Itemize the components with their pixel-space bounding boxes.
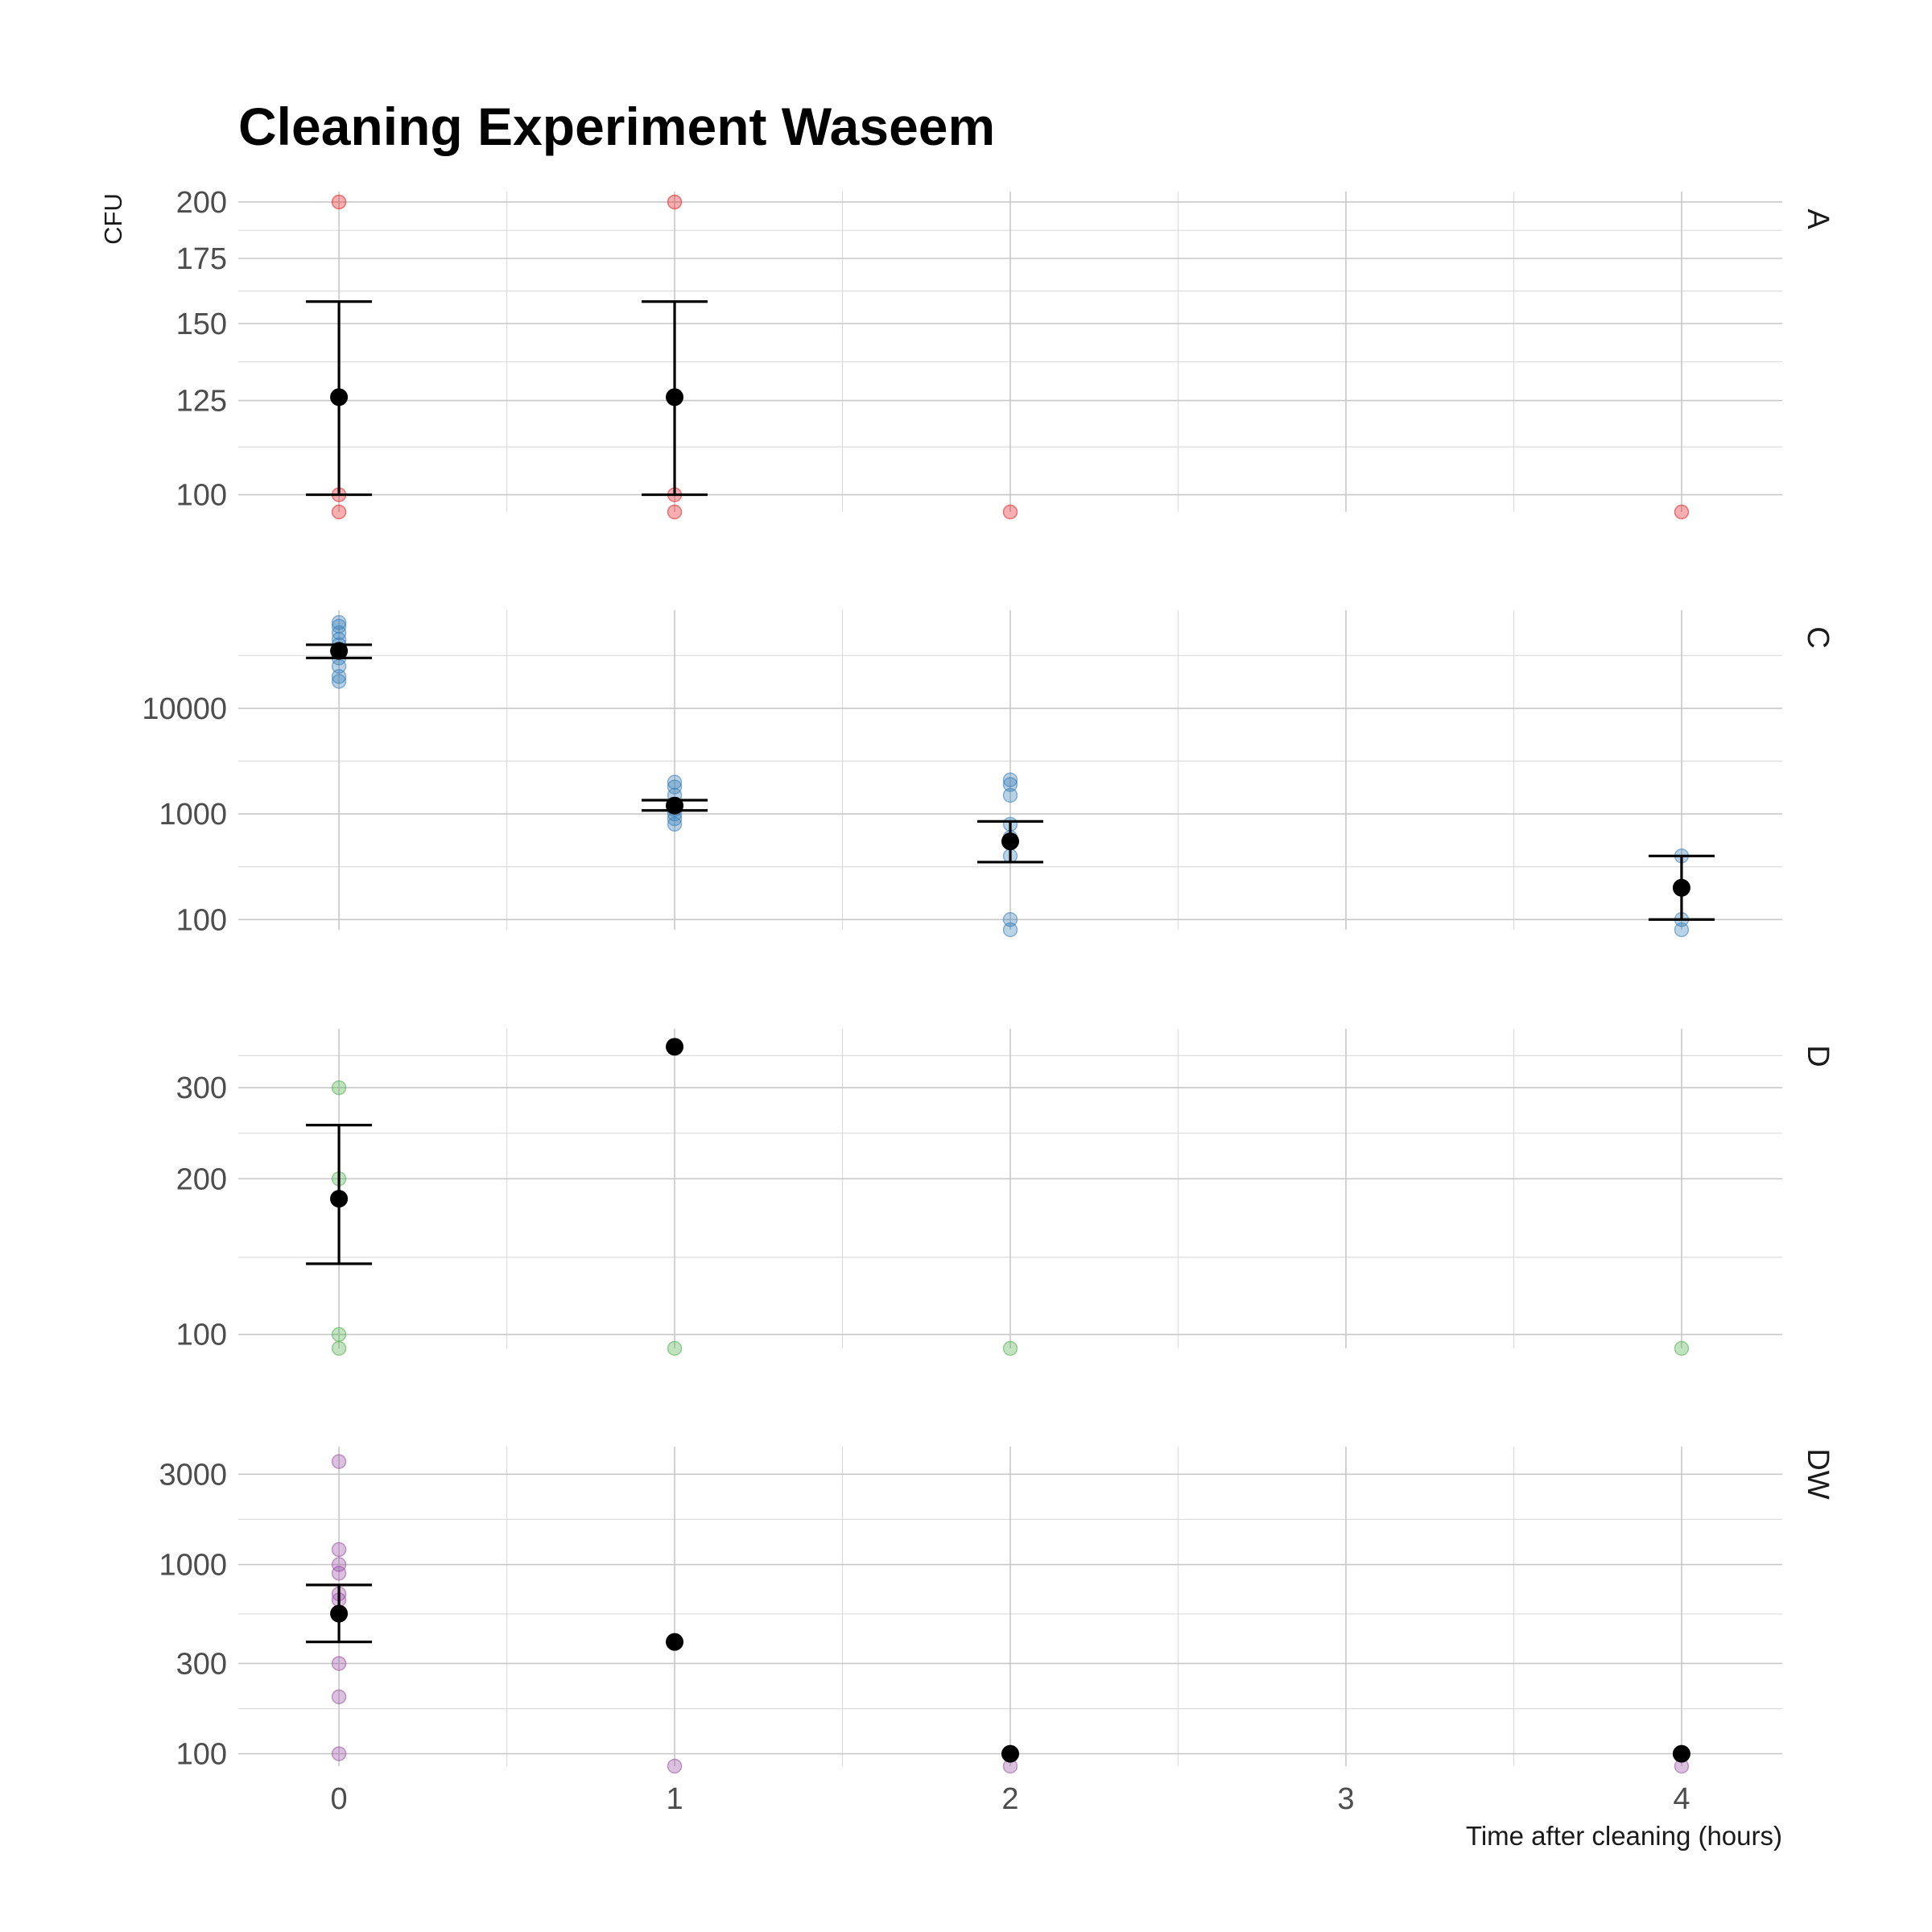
mean-point [1001,832,1019,851]
facet-label-dw: DW [1801,1448,1835,1499]
mean-point [666,388,684,407]
panel-c: 100 1000 10000 C [142,610,1835,937]
y-tick-label: 1000 [159,1549,227,1583]
data-point [667,194,683,210]
panel-d: 100 200 300 D [176,1029,1835,1356]
x-tick-label: 3 [1337,1782,1354,1816]
data-point [331,1340,347,1356]
y-tick-label: 125 [176,385,227,419]
data-point [1674,504,1690,520]
data-point [331,1454,347,1469]
data-point [667,504,683,520]
mean-point [666,796,684,815]
facet-label-a: A [1801,208,1835,229]
x-tick-label: 4 [1673,1782,1690,1816]
data-point [1674,1340,1690,1356]
y-tick-label: 200 [176,186,227,220]
data-point [331,615,347,630]
mean-point [666,1038,684,1056]
y-tick-label: 175 [176,242,227,276]
data-point [1002,912,1018,927]
y-tick-label: 100 [176,479,227,513]
mean-point [1001,1744,1019,1763]
data-point [667,816,683,832]
x-axis-ticks: 0 1 2 3 4 [331,1782,1690,1816]
y-tick-label: 150 [176,308,227,341]
y-tick-label: 3000 [159,1458,227,1492]
data-point [331,1746,347,1761]
data-point [1002,787,1018,803]
x-tick-label: 0 [331,1782,348,1816]
data-point [331,504,347,520]
data-point [331,1542,347,1558]
data-point [1002,777,1018,792]
data-point [667,1340,683,1356]
data-point [331,1656,347,1671]
data-point [1674,922,1690,938]
y-tick-label: 200 [176,1162,227,1196]
mean-point [1672,1744,1690,1763]
data-point [331,1080,347,1096]
data-point [667,779,683,795]
mean-point [666,1633,684,1651]
x-tick-label: 1 [666,1782,683,1816]
mean-point [330,642,349,660]
y-axis-label: CFU [99,193,127,245]
data-point [331,1566,347,1581]
x-axis-label: Time after cleaning (hours) [1466,1821,1782,1851]
y-tick-label: 100 [176,903,227,937]
data-point [331,1689,347,1705]
data-point [1002,772,1018,788]
mean-point [330,1604,349,1623]
data-point [331,669,347,684]
y-tick-label: 300 [176,1647,227,1681]
x-tick-label: 2 [1001,1782,1018,1816]
data-point [331,674,347,689]
data-point [331,194,347,210]
panel-a: 100 125 150 175 200 A [176,186,1835,520]
data-point [331,1327,347,1342]
mean-point [330,1190,349,1208]
facet-label-d: D [1801,1045,1835,1067]
data-point [1002,504,1018,520]
mean-point [1672,878,1690,897]
data-point [1002,922,1018,938]
chart-title: Cleaning Experiment Waseem [238,97,995,156]
y-tick-label: 10000 [142,692,227,726]
y-tick-label: 1000 [159,798,227,832]
y-tick-label: 100 [176,1319,227,1352]
facet-label-c: C [1801,626,1835,648]
y-tick-label: 300 [176,1071,227,1105]
mean-point [330,388,349,407]
data-point [667,1758,683,1774]
data-point [1002,1340,1018,1356]
panel-dw: 100 300 1000 3000 DW [159,1447,1835,1774]
y-tick-label: 100 [176,1738,227,1772]
